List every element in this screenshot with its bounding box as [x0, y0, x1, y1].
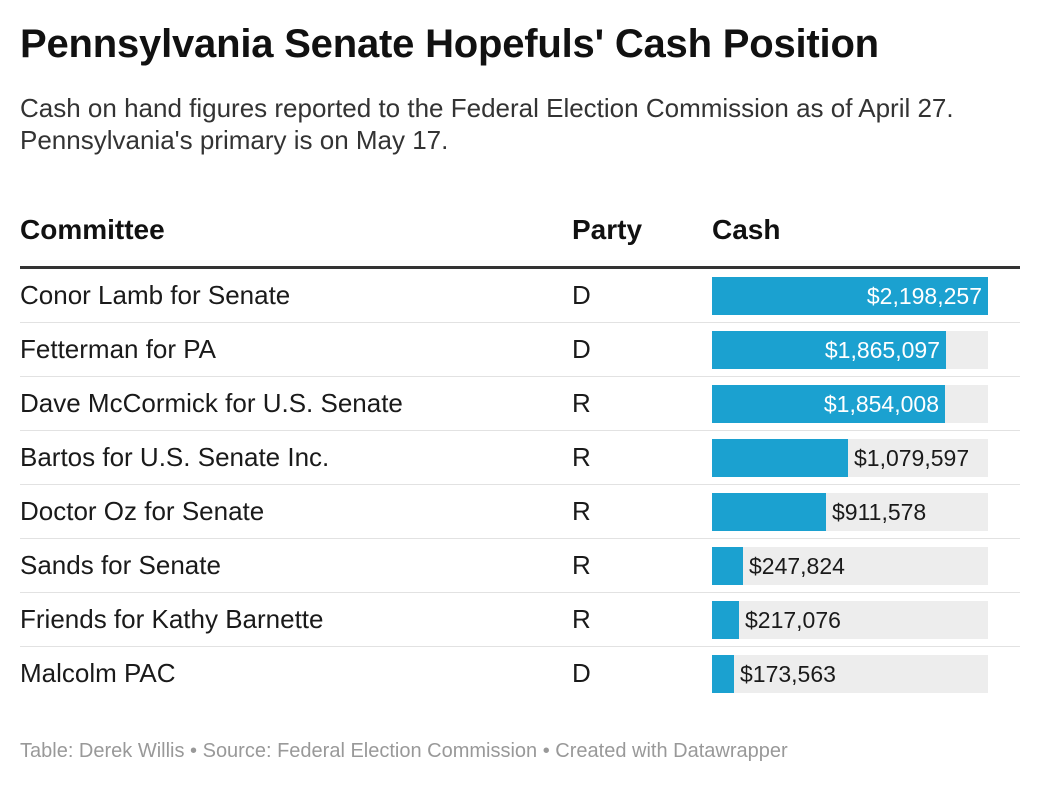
column-header-party[interactable]: Party	[572, 214, 643, 245]
table-row: Bartos for U.S. Senate Inc. R $1,079,597	[20, 431, 1020, 485]
cash-value-label: $1,079,597	[854, 445, 970, 471]
cash-bar	[712, 601, 739, 639]
cash-bar-track: $217,076	[712, 601, 988, 639]
cash-bar	[712, 547, 743, 585]
cash-bar-track: $247,824	[712, 547, 988, 585]
party-cell: D	[572, 280, 591, 310]
committee-cell: Sands for Senate	[20, 550, 221, 580]
table-row: Friends for Kathy Barnette R $217,076	[20, 593, 1020, 647]
cash-bar	[712, 439, 848, 477]
cash-bar-track: $1,865,097	[712, 331, 988, 369]
table-row: Malcolm PAC D $173,563	[20, 647, 1020, 701]
table-row: Sands for Senate R $247,824	[20, 539, 1020, 593]
cash-bar-track: $1,079,597	[712, 439, 988, 477]
party-cell: R	[572, 604, 591, 634]
cash-bar-track: $2,198,257	[712, 277, 988, 315]
cash-bar	[712, 493, 826, 531]
cash-value-label: $2,198,257	[866, 283, 982, 309]
party-cell: D	[572, 658, 591, 688]
cash-value-label: $173,563	[740, 661, 836, 687]
committee-cell: Doctor Oz for Senate	[20, 496, 265, 526]
committee-cell: Dave McCormick for U.S. Senate	[20, 388, 403, 418]
cash-bar	[712, 655, 734, 693]
party-cell: D	[572, 334, 591, 364]
chart-subtitle: Cash on hand figures reported to the Fed…	[20, 93, 954, 155]
cash-bar-track: $173,563	[712, 655, 988, 693]
table-body: Conor Lamb for Senate D $2,198,257 Fetterma…	[20, 269, 1020, 701]
table-row: Doctor Oz for Senate R $911,578	[20, 485, 1020, 539]
table-row: Conor Lamb for Senate D $2,198,257	[20, 269, 1020, 323]
cash-bar	[712, 385, 945, 423]
committee-cell: Fetterman for PA	[20, 334, 217, 364]
cash-value-label: $1,865,097	[824, 337, 940, 363]
column-header-cash[interactable]: Cash	[712, 214, 781, 245]
chart-footer: Table: Derek Willis • Source: Federal El…	[20, 740, 788, 762]
cash-bar-track: $911,578	[712, 493, 988, 531]
cash-value-label: $911,578	[832, 499, 927, 525]
cash-value-label: $247,824	[749, 553, 845, 579]
party-cell: R	[572, 442, 591, 472]
party-cell: R	[572, 388, 591, 418]
table-row: Fetterman for PA D $1,865,097	[20, 323, 1020, 377]
party-cell: R	[572, 496, 591, 526]
party-cell: R	[572, 550, 591, 580]
table-header: Committee Party Cash	[20, 214, 1020, 254]
cash-bar	[712, 277, 988, 315]
chart-title: Pennsylvania Senate Hopefuls' Cash Posit…	[20, 22, 879, 66]
committee-cell: Malcolm PAC	[20, 658, 176, 688]
cash-value-label: $1,854,008	[823, 391, 939, 417]
cash-bar-track: $1,854,008	[712, 385, 988, 423]
cash-value-label: $217,076	[745, 607, 841, 633]
header-divider	[20, 266, 1020, 269]
cash-bar	[712, 331, 946, 369]
committee-cell: Bartos for U.S. Senate Inc.	[20, 442, 330, 472]
committee-cell: Conor Lamb for Senate	[20, 280, 291, 310]
column-header-committee[interactable]: Committee	[20, 214, 165, 245]
table-row: Dave McCormick for U.S. Senate R $1,854,00…	[20, 377, 1020, 431]
committee-cell: Friends for Kathy Barnette	[20, 604, 324, 634]
